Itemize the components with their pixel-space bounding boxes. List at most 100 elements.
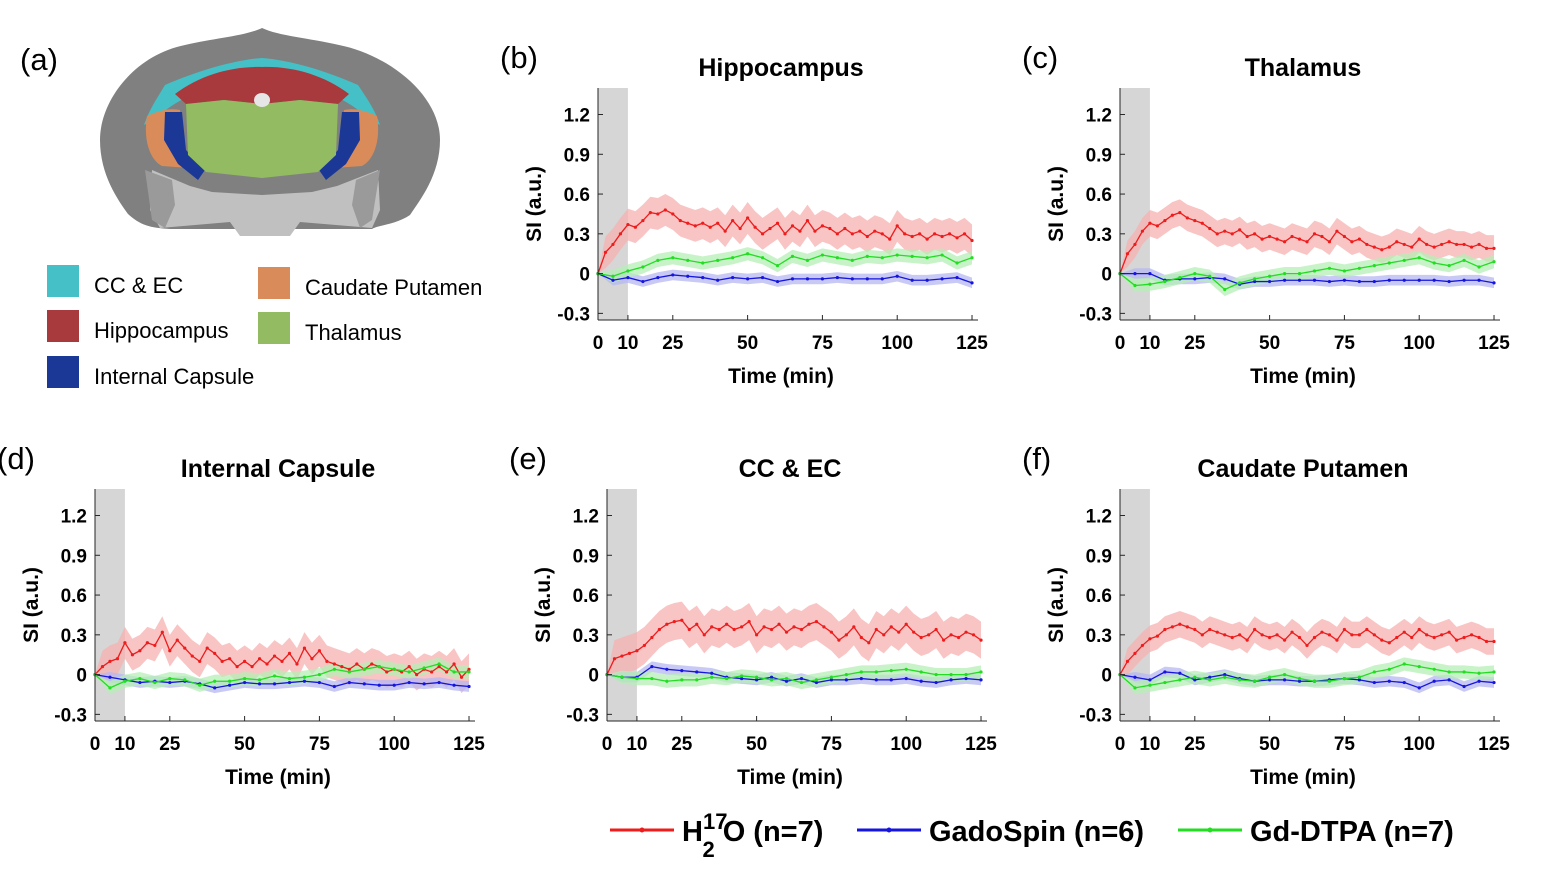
data-point (1268, 635, 1272, 640)
data-point (1208, 274, 1212, 278)
data-point (850, 258, 854, 262)
data-point (678, 218, 682, 223)
data-point (1342, 269, 1347, 273)
x-tick-label: 25 (159, 734, 181, 755)
chart-title: Thalamus (1245, 54, 1362, 82)
data-point (1148, 282, 1152, 286)
data-point (1432, 278, 1436, 282)
data-point (1372, 680, 1376, 685)
data-point (1290, 234, 1294, 239)
data-point (642, 643, 647, 648)
data-point (626, 222, 630, 227)
data-point (1282, 272, 1287, 276)
data-point (814, 680, 819, 685)
data-point (1462, 635, 1466, 640)
data-point (1402, 278, 1406, 282)
data-point (910, 234, 914, 239)
data-point (467, 684, 471, 689)
data-point (889, 678, 893, 682)
data-point (686, 274, 690, 278)
data-point (228, 679, 232, 683)
data-point (813, 229, 817, 233)
data-point (1402, 258, 1406, 262)
y-tick-label: -0.3 (54, 705, 87, 726)
data-point (1268, 274, 1272, 278)
data-point (317, 680, 322, 685)
data-point (1193, 627, 1197, 632)
data-point (1492, 639, 1496, 644)
data-point (1275, 237, 1279, 241)
data-point (964, 630, 968, 634)
data-point (1260, 237, 1264, 241)
data-point (198, 659, 202, 663)
data-point (687, 627, 691, 632)
y-tick-label: -0.3 (1079, 304, 1112, 325)
data-point (1178, 678, 1182, 682)
y-tick-label: 1.2 (573, 507, 599, 528)
data-point (829, 678, 834, 682)
panel-letter: (e) (509, 441, 547, 476)
data-point (626, 275, 630, 280)
data-point (627, 651, 632, 655)
data-point (904, 622, 908, 626)
data-point (912, 630, 916, 634)
data-point (213, 651, 217, 655)
y-tick-label: 0.6 (61, 586, 87, 607)
data-point (100, 665, 105, 669)
data-point (108, 659, 112, 663)
data-point (665, 667, 669, 671)
data-point (1387, 261, 1391, 265)
data-point (1305, 240, 1309, 244)
data-point (620, 654, 624, 658)
data-point (895, 274, 899, 278)
x-tick-label: 0 (593, 333, 604, 354)
data-point (168, 649, 172, 653)
data-point (1477, 679, 1481, 683)
data-point (656, 212, 660, 216)
data-point (956, 635, 961, 640)
y-tick-label: 0.9 (61, 546, 87, 567)
data-point (467, 670, 471, 674)
data-point (1372, 633, 1376, 637)
panel-letter: (f) (1022, 441, 1051, 476)
series-error-band (1120, 251, 1495, 297)
data-point (1380, 248, 1384, 252)
data-point (1305, 643, 1309, 648)
y-tick-label: 0.3 (564, 225, 590, 246)
data-point (964, 673, 968, 677)
data-point (940, 234, 944, 239)
data-point (680, 678, 684, 682)
data-point (153, 643, 157, 648)
data-point (1230, 232, 1234, 236)
data-point (1469, 245, 1474, 249)
x-tick-label: 100 (881, 333, 913, 354)
data-point (1290, 630, 1294, 634)
data-point (422, 666, 426, 670)
data-point (708, 225, 712, 229)
data-point (641, 279, 645, 284)
data-point (1215, 232, 1219, 236)
series-legend: H17 2 O (n=7) GadoSpin (n=6) Gd-DTPA (n=7) (610, 809, 1454, 862)
x-tick-label: 0 (1115, 333, 1126, 354)
x-tick-label: 50 (234, 734, 255, 755)
data-point (1268, 279, 1272, 284)
data-point (1417, 256, 1421, 260)
data-point (731, 275, 735, 280)
data-point (1297, 237, 1302, 241)
data-point (153, 680, 157, 685)
data-point (940, 277, 944, 281)
chart-panel: -0.300.30.60.91.20 10 25 50 75 100 125Internal… (0, 441, 485, 789)
data-point (1402, 242, 1406, 247)
data-point (626, 269, 630, 273)
data-point (835, 232, 839, 236)
atlas-legend-label: CC & EC (94, 273, 183, 298)
data-point (611, 274, 615, 278)
data-point (716, 258, 720, 262)
data-point (1193, 272, 1197, 276)
data-point (769, 627, 774, 632)
data-point (1447, 264, 1451, 268)
y-axis-label: SI (a.u.) (523, 166, 546, 242)
data-point (1402, 680, 1406, 685)
data-point (1447, 678, 1451, 682)
data-point (1133, 242, 1137, 247)
